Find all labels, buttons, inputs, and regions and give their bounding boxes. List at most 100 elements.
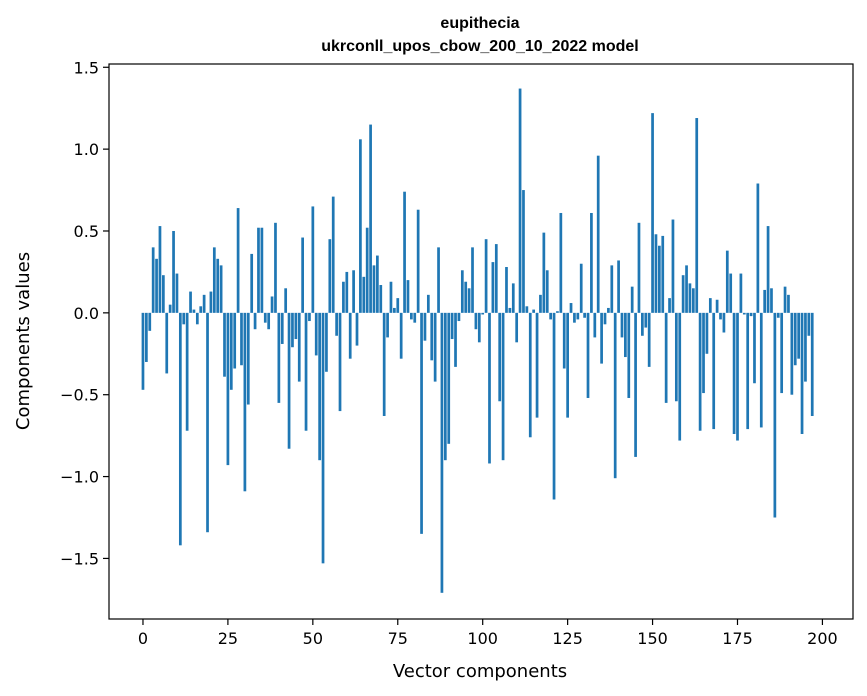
bar — [610, 265, 614, 313]
bar — [556, 311, 559, 313]
bar — [644, 312, 648, 328]
bar — [464, 281, 468, 313]
bar — [549, 312, 552, 320]
bar — [664, 312, 668, 403]
bar — [467, 288, 471, 313]
bar — [763, 289, 767, 313]
bar — [576, 312, 580, 320]
bar-series — [141, 88, 814, 593]
bar — [603, 312, 607, 325]
bar — [260, 227, 264, 313]
bar — [515, 312, 519, 343]
bar — [559, 212, 563, 313]
x-axis-ticks: 0 25 50 75 100 125 150 175 200 — [138, 619, 838, 648]
bar — [430, 312, 434, 361]
bar — [501, 312, 505, 461]
bar — [756, 183, 760, 313]
bar — [688, 283, 692, 313]
bar — [304, 312, 308, 431]
y-tick-label: 0.5 — [74, 222, 99, 241]
bar — [477, 312, 481, 343]
bar — [661, 235, 665, 313]
bar — [335, 312, 338, 336]
bar — [810, 312, 814, 416]
bar — [372, 265, 376, 313]
bar — [759, 312, 763, 428]
bar — [725, 250, 729, 313]
bar — [420, 312, 423, 534]
bar — [579, 263, 583, 313]
bar — [658, 245, 661, 313]
bar — [518, 88, 522, 313]
bar — [277, 312, 281, 403]
bar — [345, 271, 349, 313]
bar — [460, 270, 464, 313]
x-tick-label: 150 — [637, 629, 668, 648]
bar — [685, 265, 688, 313]
bar — [246, 312, 250, 405]
bar — [569, 303, 573, 313]
chart-subtitle: ukrconll_upos_cbow_200_10_2022 model — [321, 38, 638, 55]
bar — [314, 312, 318, 356]
bar — [416, 209, 420, 313]
bar — [698, 312, 702, 431]
bar — [787, 294, 790, 313]
bar — [607, 307, 610, 313]
bar — [590, 212, 593, 313]
x-tick-label: 100 — [467, 629, 498, 648]
bar — [362, 276, 366, 313]
bar — [342, 281, 345, 313]
bar — [145, 312, 148, 362]
bar — [573, 312, 576, 323]
bar — [797, 312, 800, 359]
bar — [566, 312, 569, 418]
bar — [722, 312, 726, 333]
bar — [484, 239, 488, 313]
bar — [440, 312, 444, 593]
bar — [807, 312, 811, 336]
bar — [729, 273, 733, 313]
bar — [185, 312, 189, 431]
bar — [511, 283, 515, 313]
bar — [311, 206, 315, 313]
bar — [447, 312, 451, 444]
bar — [637, 222, 641, 313]
bar — [321, 312, 325, 564]
bar — [508, 307, 512, 313]
bar — [695, 118, 699, 313]
bar — [178, 312, 182, 546]
bar — [151, 247, 155, 313]
bar — [715, 299, 719, 313]
x-tick-label: 0 — [138, 629, 148, 648]
bar — [263, 312, 267, 323]
bar — [192, 309, 196, 313]
bar — [189, 291, 192, 313]
bar — [229, 312, 233, 390]
bar — [403, 191, 406, 313]
bar — [620, 312, 624, 338]
x-tick-label: 125 — [552, 629, 583, 648]
bar — [331, 196, 335, 313]
bar — [691, 288, 695, 313]
bar — [253, 312, 257, 330]
bar — [552, 312, 556, 500]
bar — [494, 244, 498, 313]
bar — [399, 312, 403, 359]
bar — [287, 312, 291, 449]
bar — [739, 273, 743, 313]
bar — [233, 312, 237, 369]
plot-frame — [108, 63, 854, 620]
bar — [770, 288, 773, 313]
bar — [348, 312, 352, 359]
bar — [250, 253, 254, 313]
bar — [624, 312, 627, 358]
bar — [195, 312, 199, 325]
bar — [369, 124, 372, 313]
y-axis-label: Components values — [13, 252, 34, 430]
bar — [705, 312, 709, 354]
bar — [671, 219, 675, 313]
bar — [539, 294, 542, 313]
bar — [702, 312, 705, 394]
bar — [413, 312, 417, 323]
